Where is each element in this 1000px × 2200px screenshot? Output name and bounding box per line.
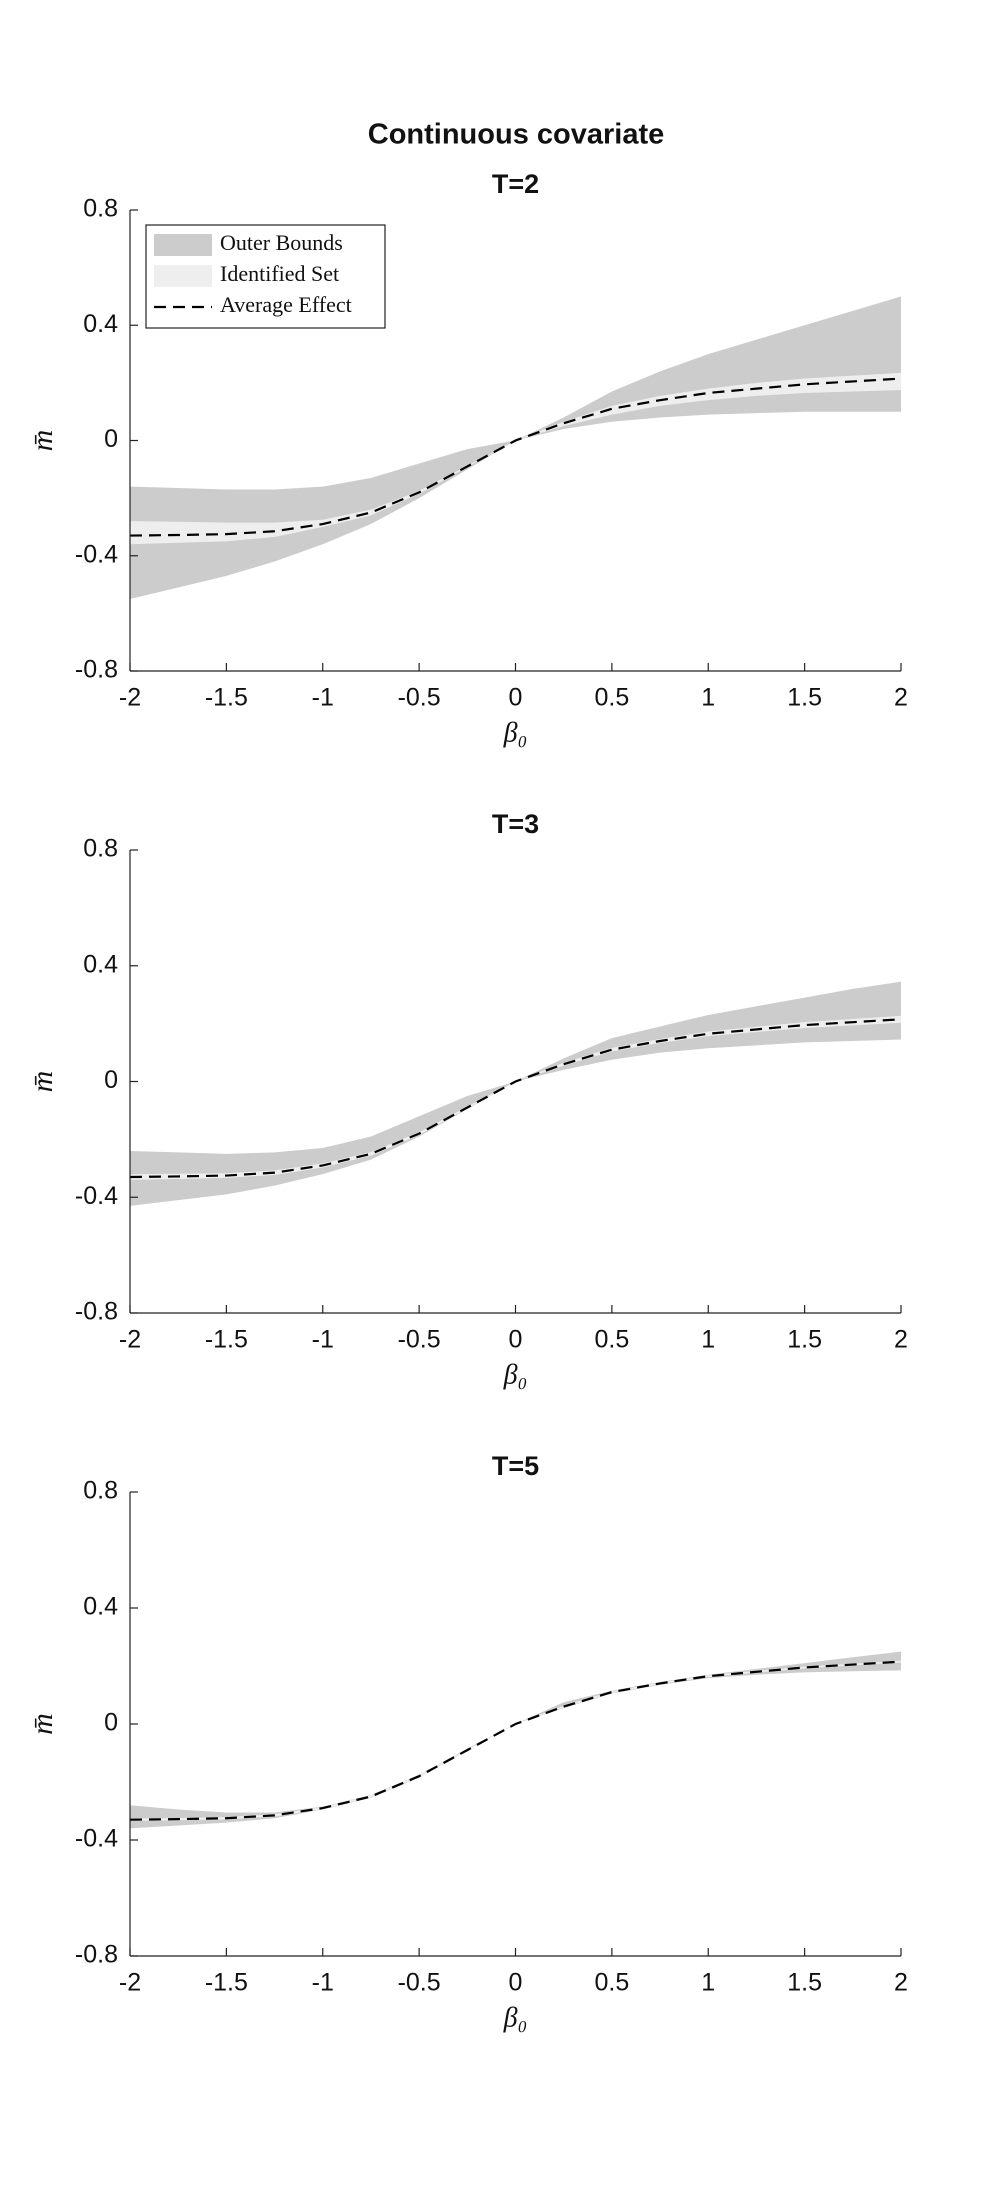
x-tick-label: -1.5 <box>205 684 248 712</box>
y-tick-label: -0.8 <box>75 1941 118 1969</box>
x-tick-label: 1.5 <box>787 1969 822 1997</box>
x-tick-label: 1.5 <box>787 684 822 712</box>
x-axis-label: β₀ <box>503 717 528 748</box>
x-tick-label: 0 <box>509 684 523 712</box>
legend-swatch <box>154 234 212 256</box>
x-tick-label: 1 <box>701 1326 715 1354</box>
y-tick-label: 0.8 <box>83 835 118 863</box>
legend-label: Average Effect <box>220 292 352 317</box>
x-tick-label: -2 <box>119 1969 141 1997</box>
y-tick-label: -0.8 <box>75 656 118 684</box>
y-tick-label: -0.4 <box>75 540 118 568</box>
subplot-title: T=2 <box>492 169 539 199</box>
subplot-title: T=5 <box>492 1451 539 1481</box>
bound-band <box>130 981 901 1206</box>
x-tick-label: 0.5 <box>594 1969 629 1997</box>
x-tick-label: -0.5 <box>398 684 441 712</box>
x-tick-label: -1 <box>312 1969 334 1997</box>
x-tick-label: 2 <box>894 1969 908 1997</box>
y-tick-label: 0 <box>104 1066 118 1094</box>
y-axis-label: m̄ <box>26 1071 59 1093</box>
bound-band <box>130 1660 901 1821</box>
average-line <box>129 377 902 537</box>
bound-band <box>130 1651 901 1829</box>
x-tick-label: -0.5 <box>398 1326 441 1354</box>
x-tick-label: 0 <box>509 1969 523 1997</box>
x-tick-label: 1 <box>701 684 715 712</box>
average-line <box>129 1660 902 1821</box>
x-tick-label: 1.5 <box>787 1326 822 1354</box>
y-tick-label: -0.4 <box>75 1825 118 1853</box>
legend-label: Identified Set <box>220 261 339 286</box>
x-tick-label: 0 <box>509 1326 523 1354</box>
x-tick-label: -2 <box>119 1326 141 1354</box>
x-tick-label: 2 <box>894 684 908 712</box>
x-tick-label: -1.5 <box>205 1969 248 1997</box>
x-tick-label: -0.5 <box>398 1969 441 1997</box>
y-tick-label: 0.4 <box>83 1593 118 1621</box>
bound-band <box>130 372 901 545</box>
average-line <box>129 1018 902 1179</box>
x-axis-label: β₀ <box>503 1359 528 1390</box>
x-tick-label: -2 <box>119 684 141 712</box>
x-tick-label: -1 <box>312 684 334 712</box>
y-axis-label: m̄ <box>26 1713 59 1735</box>
x-tick-label: 2 <box>894 1326 908 1354</box>
x-tick-label: -1 <box>312 1326 334 1354</box>
x-tick-label: 0.5 <box>594 684 629 712</box>
x-tick-label: -1.5 <box>205 1326 248 1354</box>
legend-swatch <box>154 265 212 287</box>
legend-label: Outer Bounds <box>220 230 343 255</box>
y-tick-label: 0 <box>104 425 118 453</box>
y-axis-label: m̄ <box>26 430 59 452</box>
x-tick-label: 1 <box>701 1969 715 1997</box>
figure-title: Continuous covariate <box>368 119 665 151</box>
y-tick-label: -0.4 <box>75 1182 118 1210</box>
y-tick-label: 0.4 <box>83 310 118 338</box>
bound-band <box>130 296 901 599</box>
y-tick-label: 0.4 <box>83 950 118 978</box>
x-axis-label: β₀ <box>503 2002 528 2033</box>
y-tick-label: 0 <box>104 1709 118 1737</box>
y-tick-label: 0.8 <box>83 1477 118 1505</box>
subplot-title: T=3 <box>492 809 539 839</box>
x-tick-label: 0.5 <box>594 1326 629 1354</box>
y-tick-label: -0.8 <box>75 1298 118 1326</box>
y-tick-label: 0.8 <box>83 195 118 223</box>
